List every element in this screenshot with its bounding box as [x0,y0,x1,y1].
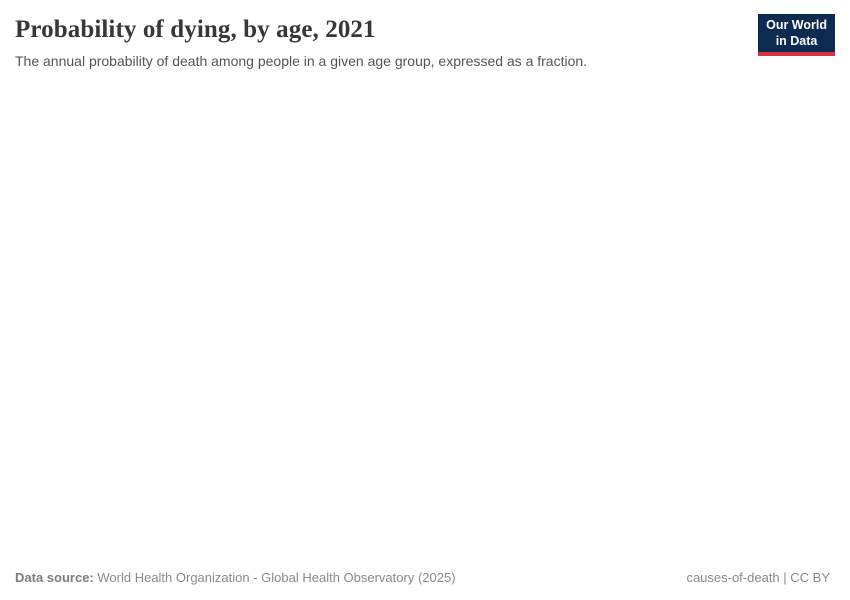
page-title: Probability of dying, by age, 2021 [15,16,376,43]
data-source-value: World Health Organization - Global Healt… [97,570,456,586]
chart-footer: Data source: World Health Organization -… [0,570,850,600]
data-source-label: Data source: [15,570,94,586]
data-source-line: Data source: World Health Organization -… [15,570,456,587]
owid-logo[interactable]: Our World in Data [758,14,835,57]
chart-header: Probability of dying, by age, 2021 The a… [0,0,850,70]
license-text: causes-of-death | CC BY [686,570,830,586]
chart-subtitle: The annual probability of death among pe… [15,53,588,69]
owid-logo-line1: Our World [766,18,827,32]
chart-plot-area-empty [0,70,850,571]
owid-logo-line2: in Data [775,33,818,48]
